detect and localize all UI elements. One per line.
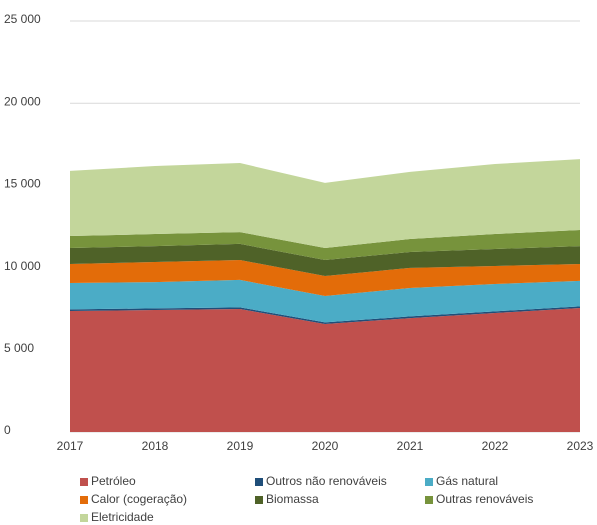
y-tick-label: 5 000 <box>4 341 34 355</box>
legend-label: Outras renováveis <box>436 492 533 506</box>
area <box>70 229 580 261</box>
y-tick-label: 10 000 <box>4 259 41 273</box>
area <box>70 243 580 276</box>
area <box>70 308 580 432</box>
x-tick-label: 2017 <box>57 439 84 453</box>
legend-label: Gás natural <box>436 474 498 488</box>
legend-label: Outros não renováveis <box>266 474 387 488</box>
legend-swatch <box>255 478 263 486</box>
legend-label: Biomassa <box>266 492 319 506</box>
legend-swatch <box>255 496 263 504</box>
x-tick-label: 2023 <box>567 439 594 453</box>
y-tick-label: 15 000 <box>4 177 41 191</box>
legend-swatch <box>80 496 88 504</box>
legend-label: Petróleo <box>91 474 136 488</box>
area <box>70 159 580 249</box>
y-tick-label: 25 000 <box>4 12 41 26</box>
legend-swatch <box>80 478 88 486</box>
legend-swatch <box>425 496 433 504</box>
x-tick-label: 2022 <box>482 439 509 453</box>
legend-swatch <box>425 478 433 486</box>
x-tick-label: 2019 <box>227 439 254 453</box>
legend-label: Eletricidade <box>91 510 154 524</box>
area <box>70 279 580 323</box>
x-tick-label: 2021 <box>397 439 424 453</box>
y-tick-label: 20 000 <box>4 94 41 108</box>
legend-swatch <box>80 514 88 522</box>
y-tick-label: 0 <box>4 423 11 437</box>
area <box>70 260 580 297</box>
legend-label: Calor (cogeração) <box>91 492 187 506</box>
x-tick-label: 2018 <box>142 439 169 453</box>
x-tick-label: 2020 <box>312 439 339 453</box>
